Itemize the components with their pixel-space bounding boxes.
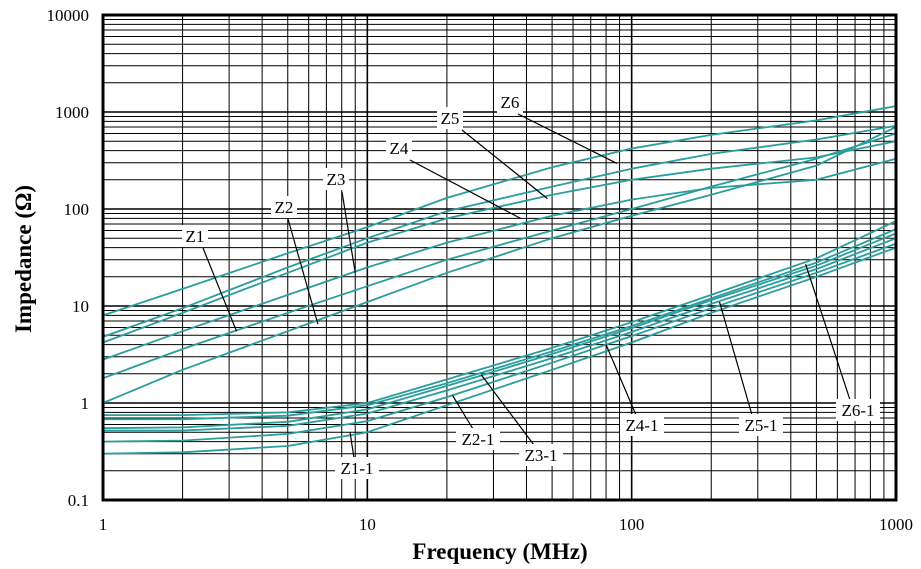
series-line-z1-1: [102, 246, 897, 455]
callout-z6: Z6: [497, 91, 618, 164]
series-line-z1: [102, 126, 897, 404]
callout-z6-1: Z6-1: [805, 263, 880, 421]
x-tick-label: 1: [99, 515, 108, 534]
series-line-z4: [102, 140, 897, 344]
series-line-z6: [102, 105, 897, 317]
callouts: Z1 Z2 Z3 Z4 Z5 Z6 Z1-1 Z2-1 Z3-1 Z4-1 Z5-1 Z6-1: [182, 91, 880, 479]
callout-z2-1: Z2-1: [451, 395, 500, 450]
callout-z4: Z4: [386, 137, 521, 219]
callout-label: Z6: [501, 93, 520, 112]
callout-leader: [480, 374, 535, 446]
callout-leader: [341, 191, 356, 273]
callout-leader: [805, 263, 851, 401]
series-line-z5-1: [103, 228, 897, 421]
x-tick-label: 100: [619, 515, 645, 534]
callout-label: Z2: [275, 198, 294, 217]
callout-label: Z5-1: [744, 416, 777, 435]
callout-leader: [718, 301, 753, 416]
series-line-z3: [102, 157, 897, 361]
callout-label-bg: [335, 457, 379, 479]
x-axis-ticks: 1 10 100 1000: [99, 515, 913, 534]
callout-leader: [349, 432, 355, 459]
callout-label: Z4-1: [625, 416, 658, 435]
callout-leader: [517, 113, 618, 164]
y-tick-label: 100: [64, 200, 90, 219]
series-line-z4-1: [102, 232, 897, 430]
callout-label-bg: [386, 137, 412, 159]
callout-label: Z2-1: [461, 430, 494, 449]
series-lines: [102, 105, 897, 455]
callout-z3-1: Z3-1: [480, 374, 563, 466]
callout-label-bg: [437, 107, 463, 129]
callout-label: Z3: [327, 170, 346, 189]
series-line-z6-1: [103, 220, 897, 417]
callout-label-bg: [497, 91, 523, 113]
callout-z1: Z1: [182, 225, 238, 332]
callout-z5-1: Z5-1: [718, 301, 783, 436]
series-line-z2: [102, 132, 897, 380]
callout-label: Z5: [441, 109, 460, 128]
callout-label: Z1-1: [340, 459, 373, 478]
y-tick-label: 1: [81, 394, 90, 413]
callout-label: Z1: [186, 227, 205, 246]
callout-leader: [451, 395, 474, 430]
callout-label: Z3-1: [524, 446, 557, 465]
callout-label-bg: [182, 225, 208, 247]
callout-z4-1: Z4-1: [605, 344, 664, 436]
callout-label-bg: [620, 414, 664, 436]
x-tick-label: 10: [359, 515, 376, 534]
x-axis-title: Frequency (MHz): [412, 539, 587, 564]
callout-leader: [287, 218, 319, 325]
callout-z1-1: Z1-1: [335, 432, 379, 479]
y-tick-label: 10: [72, 297, 89, 316]
series-line-z3-1: [103, 237, 897, 432]
y-axis-title: Impedance (Ω): [11, 185, 36, 333]
callout-label-bg: [836, 399, 880, 421]
callout-leader: [202, 247, 238, 332]
callout-label-bg: [271, 196, 297, 218]
callout-leader: [461, 129, 548, 200]
callout-z5: Z5: [437, 107, 548, 200]
callout-label-bg: [739, 414, 783, 436]
y-axis-ticks: 0.1 1 10 100 1000 10000: [47, 6, 90, 510]
series-line-z5: [102, 124, 897, 338]
y-tick-label: 1000: [55, 103, 89, 122]
series-line-z2-1: [102, 242, 897, 443]
y-tick-label: 0.1: [68, 491, 89, 510]
callout-z2: Z2: [271, 196, 319, 325]
plot-frame: [101, 13, 898, 502]
callout-leader: [409, 159, 521, 219]
callout-leader: [605, 344, 637, 416]
callout-label-bg: [519, 444, 563, 466]
x-tick-label: 1000: [879, 515, 913, 534]
callout-label: Z6-1: [841, 401, 874, 420]
y-tick-label: 10000: [47, 6, 90, 25]
callout-label-bg: [323, 168, 349, 190]
callout-label: Z4: [390, 139, 409, 158]
callout-label-bg: [456, 428, 500, 450]
callout-z3: Z3: [323, 168, 356, 273]
